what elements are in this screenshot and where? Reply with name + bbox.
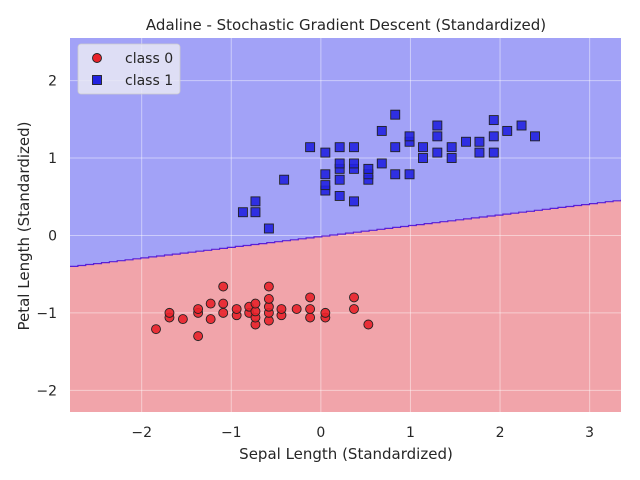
point-class-0 <box>164 307 175 318</box>
point-class-0 <box>218 298 229 309</box>
point-class-1 <box>376 158 387 169</box>
point-class-1 <box>305 142 316 153</box>
point-class-1 <box>334 191 345 201</box>
point-class-1 <box>363 163 374 174</box>
point-class-1 <box>418 142 428 153</box>
point-class-1 <box>404 169 415 180</box>
y-tick-label: 0 <box>48 228 57 244</box>
point-class-0 <box>231 304 242 314</box>
y-tick-labels: −2 −1 0 1 2 <box>36 74 57 400</box>
class-0-decision-region <box>70 199 621 412</box>
point-class-1 <box>334 142 345 153</box>
point-class-1 <box>250 207 261 218</box>
point-class-1 <box>390 169 401 180</box>
point-class-1 <box>502 125 513 136</box>
point-class-0 <box>320 307 331 318</box>
point-class-1 <box>390 142 401 153</box>
point-class-1 <box>237 207 248 218</box>
point-class-0 <box>250 298 261 309</box>
point-class-1 <box>320 147 331 158</box>
y-tick-label: −2 <box>36 383 57 399</box>
x-tick-label: 1 <box>406 425 415 441</box>
point-class-1 <box>390 109 401 120</box>
point-class-1 <box>516 120 527 131</box>
point-class-0 <box>349 292 359 303</box>
point-class-0 <box>218 281 229 292</box>
legend: class 0 class 1 <box>77 43 181 95</box>
point-class-1 <box>334 158 345 169</box>
point-class-1 <box>349 142 359 153</box>
point-class-1 <box>349 196 359 207</box>
point-class-1 <box>432 120 443 131</box>
point-class-0 <box>349 304 359 314</box>
point-class-1 <box>334 174 345 185</box>
point-class-1 <box>263 223 274 234</box>
point-class-1 <box>432 147 443 158</box>
point-class-1 <box>320 169 331 180</box>
point-class-0 <box>193 331 204 342</box>
point-class-1 <box>404 131 415 142</box>
data-points <box>151 109 540 342</box>
point-class-1 <box>474 147 485 158</box>
point-class-1 <box>250 196 261 207</box>
y-tick-label: 1 <box>48 151 57 167</box>
point-class-1 <box>279 174 290 185</box>
x-tick-label: 2 <box>496 425 505 441</box>
legend-marker-class-1 <box>92 75 102 85</box>
point-class-1 <box>488 147 499 158</box>
class-1-decision-region <box>70 38 621 267</box>
x-axis-label: Sepal Length (Standardized) <box>239 445 453 463</box>
point-class-1 <box>432 131 443 142</box>
point-class-0 <box>177 314 188 325</box>
chart-title: Adaline - Stochastic Gradient Descent (S… <box>146 16 546 34</box>
y-tick-label: 2 <box>48 74 57 90</box>
point-class-1 <box>320 180 331 191</box>
point-class-0 <box>205 298 216 309</box>
legend-label-class-1: class 1 <box>125 73 173 89</box>
point-class-0 <box>305 304 316 314</box>
plot-area <box>70 38 621 412</box>
x-tick-label: 3 <box>585 425 594 441</box>
point-class-1 <box>446 153 457 163</box>
point-class-1 <box>530 131 540 142</box>
x-tick-label: 0 <box>316 425 325 441</box>
point-class-1 <box>461 136 471 147</box>
point-class-0 <box>263 293 274 304</box>
point-class-1 <box>474 136 485 147</box>
point-class-1 <box>488 131 499 142</box>
legend-label-class-0: class 0 <box>125 51 173 67</box>
point-class-1 <box>376 125 387 136</box>
point-class-0 <box>263 281 274 292</box>
point-class-0 <box>363 319 374 330</box>
point-class-0 <box>305 312 316 323</box>
point-class-0 <box>193 304 204 314</box>
legend-marker-class-0 <box>92 53 102 63</box>
x-tick-label: −1 <box>221 425 242 441</box>
x-tick-label: −2 <box>131 425 152 441</box>
point-class-0 <box>218 307 229 318</box>
decision-boundary-line <box>70 199 621 267</box>
x-tick-labels: −2 −1 0 1 2 3 <box>131 425 594 441</box>
point-class-0 <box>151 324 161 335</box>
point-class-0 <box>291 304 302 314</box>
point-class-0 <box>276 304 287 314</box>
point-class-1 <box>418 153 428 163</box>
y-axis-label: Petal Length (Standardized) <box>15 122 33 331</box>
legend-box <box>77 43 181 95</box>
point-class-1 <box>488 115 499 126</box>
y-tick-label: −1 <box>36 306 57 322</box>
point-class-0 <box>305 292 316 303</box>
point-class-1 <box>446 142 457 153</box>
point-class-0 <box>205 314 216 325</box>
point-class-1 <box>349 158 359 169</box>
